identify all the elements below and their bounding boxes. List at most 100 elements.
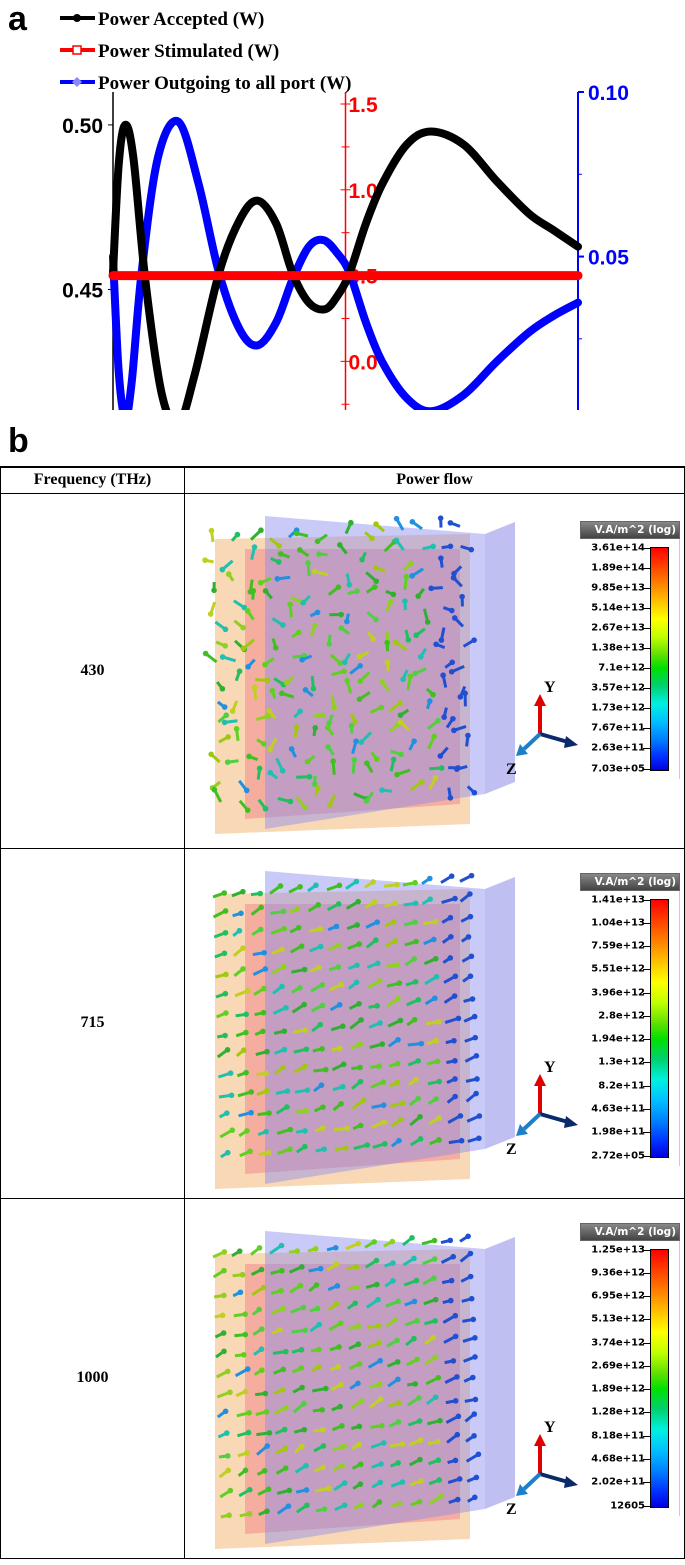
arrow-head: [277, 1326, 283, 1332]
arrow-head: [241, 604, 248, 610]
arrow-head: [394, 771, 400, 777]
arrow-head: [242, 1467, 249, 1473]
colorbar-tick: [643, 768, 651, 770]
arrow-head: [304, 1501, 310, 1508]
arrow-head: [357, 1460, 364, 1467]
y-arrowhead-icon: [534, 1433, 546, 1446]
colorbar-tick: [643, 728, 651, 730]
arrow-head: [452, 1093, 458, 1099]
arrow-head: [450, 715, 456, 722]
arrow-head: [352, 718, 358, 725]
arrow-head: [222, 907, 229, 914]
arrow-head: [447, 543, 454, 549]
arrow-head: [379, 1422, 385, 1428]
arrow-head: [280, 908, 287, 914]
arrow-head: [394, 1358, 401, 1365]
left-tick-label: 0.45: [62, 279, 103, 302]
colorbar-tick: [643, 1062, 651, 1064]
arrow-head: [440, 671, 446, 678]
colorbar-label: 2.72e+05: [591, 1150, 645, 1161]
arrow-head: [332, 1244, 339, 1251]
arrow-head: [224, 1149, 231, 1156]
arrow-head: [225, 733, 231, 740]
arrow-head: [449, 607, 455, 613]
arrow-head: [449, 659, 456, 665]
arrow-head: [260, 1009, 267, 1015]
power-flow-table: Frequency (THz) Power flow 430 YXZV.A/m^…: [0, 466, 685, 1559]
arrow-head: [302, 1143, 308, 1149]
z-arrowhead-icon: [516, 1483, 528, 1496]
arrow-head: [375, 1322, 382, 1329]
arrow-head: [448, 668, 455, 675]
arrow-head: [224, 1452, 231, 1459]
arrow-head: [357, 677, 363, 684]
arrow-head: [227, 1069, 234, 1076]
arrow-head: [258, 526, 264, 533]
arrow-head: [340, 1022, 346, 1029]
arrow-head: [398, 751, 404, 757]
arrow-head: [280, 621, 286, 628]
arrow-head: [297, 984, 303, 991]
arrow-head: [377, 1019, 383, 1026]
arrow-head: [355, 1240, 362, 1246]
arrow-head: [244, 1127, 250, 1134]
arrow-head: [448, 1277, 455, 1283]
arrow-head: [411, 1255, 417, 1261]
arrow-head: [223, 1009, 229, 1016]
arrow-head: [395, 1459, 401, 1466]
arrow-head: [244, 1449, 250, 1456]
arrow-head: [317, 943, 324, 949]
arrow-head: [358, 1016, 364, 1023]
arrow-head: [240, 1046, 247, 1053]
dielectric-slab-side: [485, 876, 515, 1149]
arrow-head: [316, 964, 322, 970]
arrow-head: [424, 618, 431, 625]
table-row: 1000 YXZV.A/m^2 (log) 1.25e+13 9.36e+12 6.9…: [0, 1197, 685, 1559]
arrow-head: [415, 1057, 422, 1064]
arrow-head: [219, 1312, 226, 1318]
arrow-head: [222, 990, 229, 997]
arrow-head: [379, 678, 385, 684]
colorbar-label: 1.38e+13: [591, 642, 645, 654]
arrow-head: [341, 1501, 348, 1508]
arrow-head: [452, 1457, 459, 1463]
arrow-head: [470, 1374, 476, 1380]
arrow-head: [279, 946, 285, 952]
colorbar-label: 7.59e+12: [591, 940, 645, 952]
colorbar-label: 1.41e+13: [591, 894, 645, 905]
arrow-head: [467, 913, 474, 919]
arrow-head: [312, 622, 318, 628]
arrow-head: [336, 882, 343, 888]
arrow-head: [301, 1001, 308, 1007]
arrow-head: [299, 656, 305, 663]
colorbar-tick: [643, 992, 651, 994]
panel-label-a: a: [8, 0, 27, 38]
arrow-head: [319, 981, 326, 988]
arrow-head: [243, 1011, 249, 1017]
arrow-head: [376, 977, 383, 984]
right-tick-label: 0.05: [588, 247, 629, 270]
arrow-head: [257, 890, 264, 896]
arrow-head: [261, 985, 267, 991]
colorbar-tick: [643, 1389, 651, 1391]
arrow-head: [447, 794, 454, 801]
arrow-head: [394, 1079, 401, 1085]
colorbar-label: 2.8e+12: [598, 1010, 645, 1022]
dielectric-slab-side: [485, 521, 515, 794]
arrow-head: [294, 905, 301, 912]
arrow-head: [447, 519, 454, 526]
arrow-head: [259, 1366, 265, 1373]
arrow-head: [244, 1365, 251, 1372]
legend-marker-circle: [73, 14, 81, 22]
arrow-head: [244, 607, 251, 614]
frequency-cell: 430: [0, 492, 185, 849]
arrow-head: [287, 1145, 293, 1152]
arrow-head: [377, 1357, 384, 1364]
arrow-head: [473, 1474, 480, 1480]
arrow-head: [302, 804, 308, 810]
arrow-head: [338, 1381, 344, 1388]
arrow-head: [392, 937, 398, 944]
arrow-head: [436, 1114, 443, 1121]
arrow-head: [242, 1310, 248, 1317]
arrow-head: [258, 1345, 265, 1352]
